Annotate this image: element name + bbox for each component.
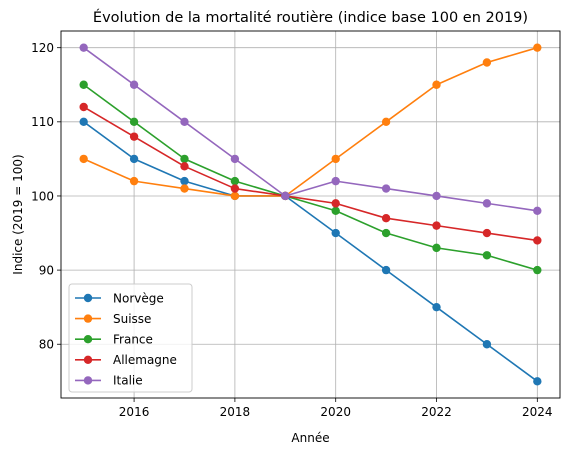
y-tick-label: 80 [39,338,54,352]
data-point-allemagne [331,199,340,208]
data-point-allemagne [129,132,139,141]
data-point-italie [331,176,340,186]
series-line-suisse [83,46,538,197]
data-point-france [432,243,441,253]
data-point-italie [381,184,391,193]
y-tick-label: 100 [31,189,54,203]
series-line-italie [83,47,538,212]
legend-label-norvege: Norvège [113,291,164,305]
x-axis-title: Année [291,431,329,445]
data-point-norvege [381,265,391,275]
x-tick-label: 2018 [220,405,251,419]
data-point-france [482,251,492,260]
data-point-suisse [331,154,340,164]
y-tick-label: 90 [39,263,54,277]
plot-frame [60,30,561,399]
series-line-france [83,84,538,271]
legend-marker-norvege [83,293,93,303]
y-tick-label: 110 [31,115,54,129]
data-point-norvege [331,228,340,238]
legend-label-suisse: Suisse [113,312,151,326]
legend-label-italie: Italie [113,374,143,388]
data-point-france [381,228,391,238]
data-point-italie [230,154,240,164]
data-point-norvege [129,154,139,164]
legend-marker-france [83,335,93,344]
data-point-suisse [230,191,240,201]
legend-marker-allemagne [83,355,93,364]
data-point-suisse [129,176,139,186]
ticks: 2016 2018 2020 2022 2024 80 90 100 110 120 [31,41,552,419]
data-point-france [180,154,189,164]
data-point-italie [129,80,139,89]
data-point-suisse [180,184,189,193]
data-point-allemagne [432,221,441,230]
data-point-suisse [381,117,391,127]
data-point-allemagne [79,102,88,112]
data-point-allemagne [482,228,492,238]
data-point-norvege [180,176,189,186]
series-layer [79,43,542,386]
data-point-suisse [533,43,542,52]
data-point-suisse [432,80,441,89]
data-point-italie [180,117,189,127]
series-line-allemagne [83,106,538,242]
data-point-norvege [533,377,542,386]
data-point-italie [281,191,290,201]
x-tick-label: 2024 [522,405,553,419]
x-tick-label: 2022 [421,405,452,419]
data-point-france [230,176,240,186]
legend-marker-suisse [83,314,93,323]
data-point-france [533,265,542,275]
data-point-italie [482,199,492,208]
data-point-norvege [482,340,492,349]
data-point-france [79,80,88,89]
series-italie [79,43,542,215]
data-point-allemagne [533,236,542,245]
data-point-suisse [482,58,492,67]
legend-box [68,283,193,393]
data-point-suisse [79,154,88,164]
data-point-allemagne [230,184,240,193]
data-point-italie [533,206,542,215]
x-tick-label: 2020 [320,405,351,419]
legend: Norvège Suisse France Allemagne Italie [68,283,193,393]
legend-marker-italie [83,376,93,385]
legend-label-allemagne: Allemagne [113,353,177,367]
data-point-italie [79,43,88,52]
data-point-france [331,206,340,215]
data-point-allemagne [381,214,391,223]
data-point-france [129,117,139,127]
data-point-allemagne [180,162,189,171]
y-tick-label: 120 [31,41,54,55]
data-point-norvege [79,117,88,127]
series-line-norvege [83,121,538,382]
data-point-norvege [432,302,441,312]
data-point-italie [432,191,441,201]
x-tick-label: 2016 [119,405,150,419]
chart-title: Évolution de la mortalité routière (indi… [93,9,528,26]
legend-label-france: France [113,333,153,347]
y-axis-title: Indice (2019 = 100) [11,154,25,274]
